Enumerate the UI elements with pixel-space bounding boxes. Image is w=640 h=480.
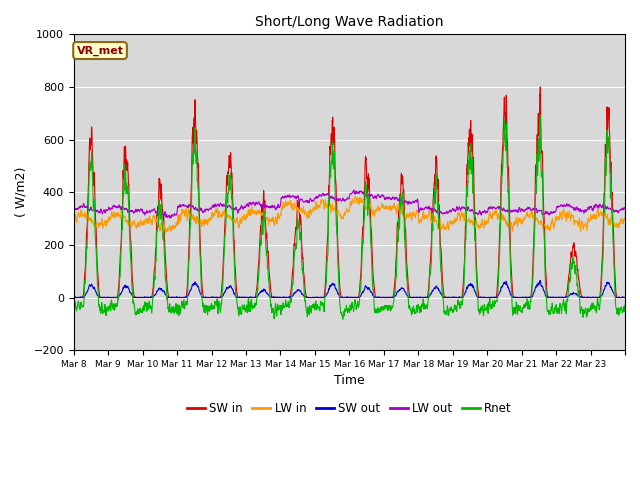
Line: Rnet: Rnet bbox=[74, 116, 625, 319]
Rnet bbox=[536, 113, 544, 119]
SW out bbox=[621, 295, 629, 300]
LW out bbox=[516, 206, 524, 212]
LW out bbox=[166, 216, 173, 221]
SW out bbox=[383, 295, 390, 300]
LW in bbox=[383, 204, 390, 210]
SW out bbox=[516, 295, 524, 300]
Line: LW out: LW out bbox=[74, 190, 625, 218]
SW in bbox=[516, 295, 524, 300]
LW out bbox=[350, 187, 358, 193]
SW in bbox=[383, 295, 390, 300]
Rnet bbox=[244, 305, 252, 311]
Rnet bbox=[383, 306, 390, 312]
LW in bbox=[70, 219, 77, 225]
LW out bbox=[614, 208, 621, 214]
LW in bbox=[516, 218, 524, 224]
Rnet bbox=[339, 316, 347, 322]
Rnet bbox=[125, 203, 132, 209]
SW in bbox=[244, 295, 252, 300]
LW in bbox=[621, 215, 629, 220]
SW out bbox=[244, 295, 252, 300]
Line: SW in: SW in bbox=[74, 87, 625, 298]
SW in bbox=[614, 295, 621, 300]
SW out bbox=[125, 286, 132, 291]
LW in bbox=[614, 225, 621, 230]
Text: VR_met: VR_met bbox=[77, 46, 124, 56]
SW in bbox=[97, 295, 104, 300]
LW out bbox=[383, 195, 390, 201]
SW in bbox=[621, 295, 629, 300]
Line: LW in: LW in bbox=[74, 196, 625, 233]
Title: Short/Long Wave Radiation: Short/Long Wave Radiation bbox=[255, 15, 444, 29]
LW in bbox=[162, 230, 170, 236]
SW in bbox=[125, 196, 133, 202]
SW out bbox=[536, 277, 544, 283]
Line: SW out: SW out bbox=[74, 280, 625, 298]
SW in bbox=[70, 295, 77, 300]
LW out bbox=[70, 205, 77, 211]
Legend: SW in, LW in, SW out, LW out, Rnet: SW in, LW in, SW out, LW out, Rnet bbox=[182, 397, 516, 420]
Rnet bbox=[547, 308, 555, 313]
LW in bbox=[351, 193, 359, 199]
LW in bbox=[547, 224, 555, 229]
SW in bbox=[536, 84, 544, 90]
LW out bbox=[547, 210, 555, 216]
SW out bbox=[70, 294, 77, 300]
Y-axis label: ( W/m2): ( W/m2) bbox=[15, 167, 28, 217]
Rnet bbox=[621, 302, 629, 308]
Rnet bbox=[516, 306, 524, 312]
LW out bbox=[244, 203, 252, 209]
SW out bbox=[341, 295, 349, 300]
SW out bbox=[547, 294, 555, 300]
LW out bbox=[125, 207, 132, 213]
SW in bbox=[547, 295, 555, 300]
Rnet bbox=[614, 310, 621, 315]
X-axis label: Time: Time bbox=[334, 374, 365, 387]
Rnet bbox=[70, 308, 77, 313]
LW in bbox=[125, 219, 132, 225]
LW out bbox=[621, 206, 629, 212]
SW out bbox=[614, 295, 621, 300]
LW in bbox=[244, 209, 252, 215]
